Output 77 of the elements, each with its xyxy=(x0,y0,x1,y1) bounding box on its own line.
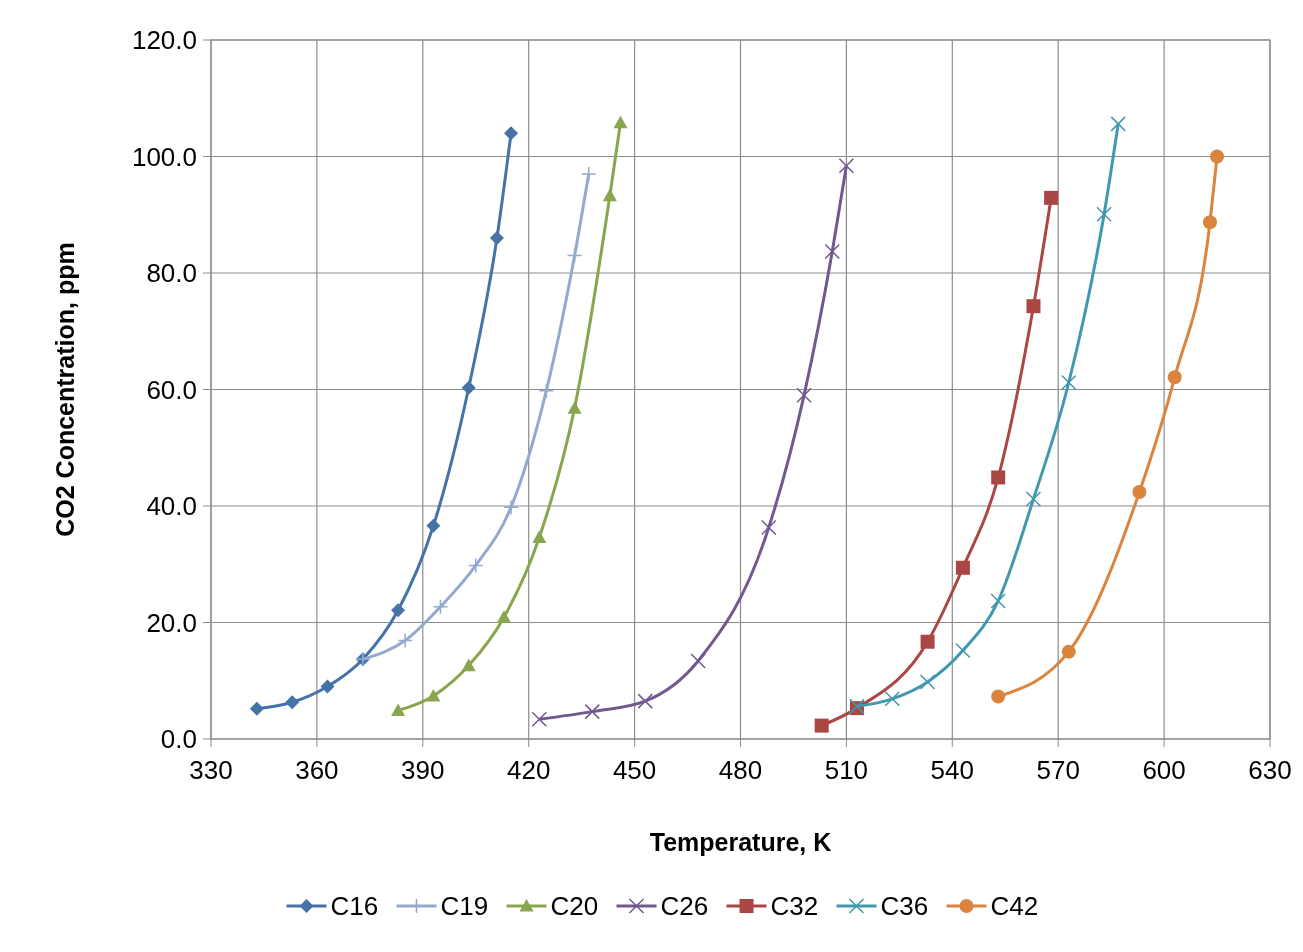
point xyxy=(567,401,582,414)
point xyxy=(814,718,829,733)
x-tick-label: 480 xyxy=(718,755,763,785)
point xyxy=(285,695,300,710)
point xyxy=(391,703,406,717)
point xyxy=(320,679,335,694)
point xyxy=(531,711,548,727)
point xyxy=(796,387,812,404)
point xyxy=(884,691,901,707)
y-tick-label: 100.0 xyxy=(131,141,197,172)
x-tick-label: 390 xyxy=(401,755,445,785)
point xyxy=(1167,370,1182,385)
point xyxy=(1026,299,1041,314)
point xyxy=(1025,491,1042,507)
x-tick-label: 420 xyxy=(507,755,551,785)
point xyxy=(397,632,413,649)
point xyxy=(566,247,583,264)
y-tick-label: 80.0 xyxy=(146,258,197,289)
point xyxy=(991,689,1006,704)
point xyxy=(1210,149,1225,164)
point xyxy=(920,634,935,649)
point xyxy=(503,499,519,515)
point xyxy=(824,243,841,260)
point xyxy=(1110,116,1126,132)
point xyxy=(391,603,406,618)
point xyxy=(504,126,519,141)
point xyxy=(249,701,264,716)
y-tick-label: 40.0 xyxy=(146,491,197,522)
point xyxy=(532,530,547,544)
point xyxy=(426,518,441,533)
point xyxy=(602,188,617,202)
x-tick-label: 360 xyxy=(295,755,339,785)
point xyxy=(760,519,777,536)
x-tick-label: 630 xyxy=(1248,755,1292,785)
point xyxy=(990,593,1006,609)
point xyxy=(919,674,936,690)
point xyxy=(613,115,628,129)
x-tick-label: 540 xyxy=(930,755,974,785)
x-tick-label: 510 xyxy=(824,755,869,785)
point xyxy=(991,470,1006,485)
point xyxy=(955,560,970,575)
y-tick-label: 20.0 xyxy=(146,607,197,638)
point xyxy=(461,380,476,395)
x-tick-label: 450 xyxy=(612,755,657,785)
legend-label: C36 xyxy=(880,891,929,921)
point xyxy=(1061,644,1076,659)
point xyxy=(426,688,441,702)
point xyxy=(489,231,504,246)
point xyxy=(432,599,449,615)
x-axis-title: Temperature, K xyxy=(649,828,832,856)
point xyxy=(637,693,653,709)
point xyxy=(584,703,600,720)
legend-label: C16 xyxy=(330,891,379,921)
point xyxy=(580,166,597,182)
legend-label: C19 xyxy=(440,891,489,921)
point xyxy=(538,382,555,399)
point xyxy=(468,557,484,574)
point xyxy=(1096,206,1112,222)
point xyxy=(838,158,855,174)
point xyxy=(461,658,476,672)
point xyxy=(1132,485,1147,500)
y-axis-title: CO2 Concentration, ppm xyxy=(51,242,79,537)
point xyxy=(1202,215,1217,230)
legend-label: C20 xyxy=(550,891,599,921)
point xyxy=(1044,190,1059,205)
x-tick-label: 600 xyxy=(1142,755,1186,785)
point xyxy=(496,610,511,623)
x-tick-label: 330 xyxy=(189,755,233,785)
point xyxy=(1061,374,1077,391)
point xyxy=(955,642,971,659)
legend-label: C42 xyxy=(990,891,1039,921)
y-tick-label: 60.0 xyxy=(146,374,197,405)
x-tick-label: 570 xyxy=(1036,755,1080,785)
legend-label: C32 xyxy=(770,891,819,921)
y-tick-label: 0.0 xyxy=(160,724,197,755)
legend-label: C26 xyxy=(660,891,709,921)
y-tick-label: 120.0 xyxy=(131,25,197,56)
